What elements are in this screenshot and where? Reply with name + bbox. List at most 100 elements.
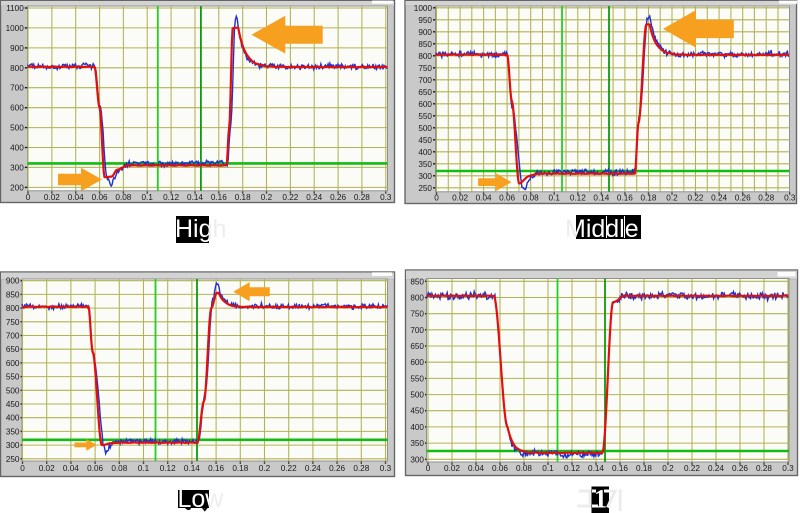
svg-text:0.26: 0.26: [735, 194, 751, 203]
svg-text:0.08: 0.08: [115, 193, 131, 202]
svg-text:450: 450: [410, 407, 424, 416]
svg-text:1000: 1000: [414, 4, 433, 13]
svg-text:800: 800: [410, 294, 424, 303]
svg-text:350: 350: [410, 439, 424, 448]
svg-text:450: 450: [6, 400, 20, 409]
svg-text:950: 950: [418, 16, 432, 25]
svg-text:0.02: 0.02: [39, 464, 55, 473]
svg-text:450: 450: [418, 136, 432, 145]
svg-text:300: 300: [6, 441, 20, 450]
svg-text:0.06: 0.06: [87, 464, 103, 473]
svg-text:0.04: 0.04: [468, 464, 484, 473]
svg-text:850: 850: [6, 290, 20, 299]
svg-text:0.02: 0.02: [444, 464, 460, 473]
svg-text:0.02: 0.02: [44, 193, 60, 202]
svg-text:0.06: 0.06: [92, 193, 108, 202]
svg-text:0.16: 0.16: [617, 194, 633, 203]
svg-text:0.04: 0.04: [63, 464, 79, 473]
svg-text:850: 850: [410, 277, 424, 286]
svg-text:1: 1: [594, 485, 607, 513]
svg-text:500: 500: [410, 391, 424, 400]
svg-text:0.16: 0.16: [208, 464, 224, 473]
svg-text:0.14: 0.14: [588, 464, 604, 473]
svg-text:600: 600: [410, 358, 424, 367]
svg-text:400: 400: [410, 423, 424, 432]
svg-text:500: 500: [10, 124, 24, 133]
svg-text:700: 700: [6, 332, 20, 341]
svg-text:0: 0: [20, 464, 25, 473]
svg-text:900: 900: [10, 44, 24, 53]
svg-text:0: 0: [426, 464, 431, 473]
svg-text:0.06: 0.06: [499, 194, 515, 203]
svg-text:550: 550: [418, 112, 432, 121]
svg-text:0.2: 0.2: [261, 193, 273, 202]
svg-text:0.3: 0.3: [782, 464, 794, 473]
svg-text:0.2: 0.2: [662, 464, 674, 473]
svg-text:350: 350: [418, 160, 432, 169]
svg-text:300: 300: [410, 455, 424, 464]
svg-text:0.26: 0.26: [732, 464, 748, 473]
svg-text:800: 800: [10, 64, 24, 73]
svg-text:250: 250: [6, 455, 20, 464]
svg-text:400: 400: [418, 148, 432, 157]
svg-text:0.2: 0.2: [259, 464, 271, 473]
svg-text:200: 200: [10, 183, 24, 192]
svg-text:600: 600: [418, 100, 432, 109]
svg-text:0: 0: [26, 193, 31, 202]
svg-text:0.2: 0.2: [666, 194, 678, 203]
svg-text:0.14: 0.14: [184, 464, 200, 473]
svg-text:350: 350: [6, 427, 20, 436]
svg-text:0.24: 0.24: [711, 194, 727, 203]
svg-text:0.06: 0.06: [492, 464, 508, 473]
svg-text:800: 800: [418, 52, 432, 61]
svg-text:750: 750: [418, 64, 432, 73]
svg-text:0.08: 0.08: [111, 464, 127, 473]
svg-text:0.28: 0.28: [353, 464, 369, 473]
svg-text:0.12: 0.12: [564, 464, 580, 473]
svg-text:250: 250: [418, 184, 432, 193]
svg-text:0.18: 0.18: [232, 464, 248, 473]
svg-text:0.28: 0.28: [756, 464, 772, 473]
svg-text:0.02: 0.02: [452, 194, 468, 203]
svg-text:0.04: 0.04: [476, 194, 492, 203]
svg-text:500: 500: [6, 386, 20, 395]
svg-text:0.3: 0.3: [784, 194, 796, 203]
svg-text:0.14: 0.14: [593, 194, 609, 203]
svg-text:0.1: 0.1: [138, 464, 150, 473]
svg-text:400: 400: [6, 414, 20, 423]
svg-text:0.3: 0.3: [380, 193, 392, 202]
svg-text:650: 650: [410, 342, 424, 351]
svg-text:300: 300: [418, 172, 432, 181]
svg-text:0.12: 0.12: [163, 193, 179, 202]
svg-text:0: 0: [434, 194, 439, 203]
svg-text:850: 850: [418, 40, 432, 49]
svg-text:0.14: 0.14: [187, 193, 203, 202]
svg-text:550: 550: [6, 373, 20, 382]
svg-text:750: 750: [6, 318, 20, 327]
svg-text:1100: 1100: [6, 4, 24, 13]
svg-text:0.28: 0.28: [354, 193, 370, 202]
svg-text:0.3: 0.3: [380, 464, 392, 473]
svg-text:0.12: 0.12: [160, 464, 176, 473]
svg-text:800: 800: [6, 304, 20, 313]
svg-text:400: 400: [10, 144, 24, 153]
svg-text:0.12: 0.12: [570, 194, 586, 203]
svg-text:0.1: 0.1: [542, 464, 554, 473]
svg-text:0.22: 0.22: [281, 464, 297, 473]
svg-text:600: 600: [6, 359, 20, 368]
svg-text:0.16: 0.16: [612, 464, 628, 473]
svg-text:650: 650: [418, 88, 432, 97]
svg-text:0.18: 0.18: [641, 194, 657, 203]
svg-text:600: 600: [10, 104, 24, 113]
svg-text:0.18: 0.18: [235, 193, 251, 202]
svg-text:0.1: 0.1: [549, 194, 561, 203]
svg-text:900: 900: [6, 277, 20, 286]
svg-text:0.26: 0.26: [330, 193, 346, 202]
svg-text:700: 700: [418, 76, 432, 85]
svg-text:0.1: 0.1: [142, 193, 154, 202]
svg-text:0.24: 0.24: [708, 464, 724, 473]
svg-text:0.28: 0.28: [758, 194, 774, 203]
svg-text:0.08: 0.08: [516, 464, 532, 473]
svg-text:550: 550: [410, 374, 424, 383]
svg-text:900: 900: [418, 28, 432, 37]
